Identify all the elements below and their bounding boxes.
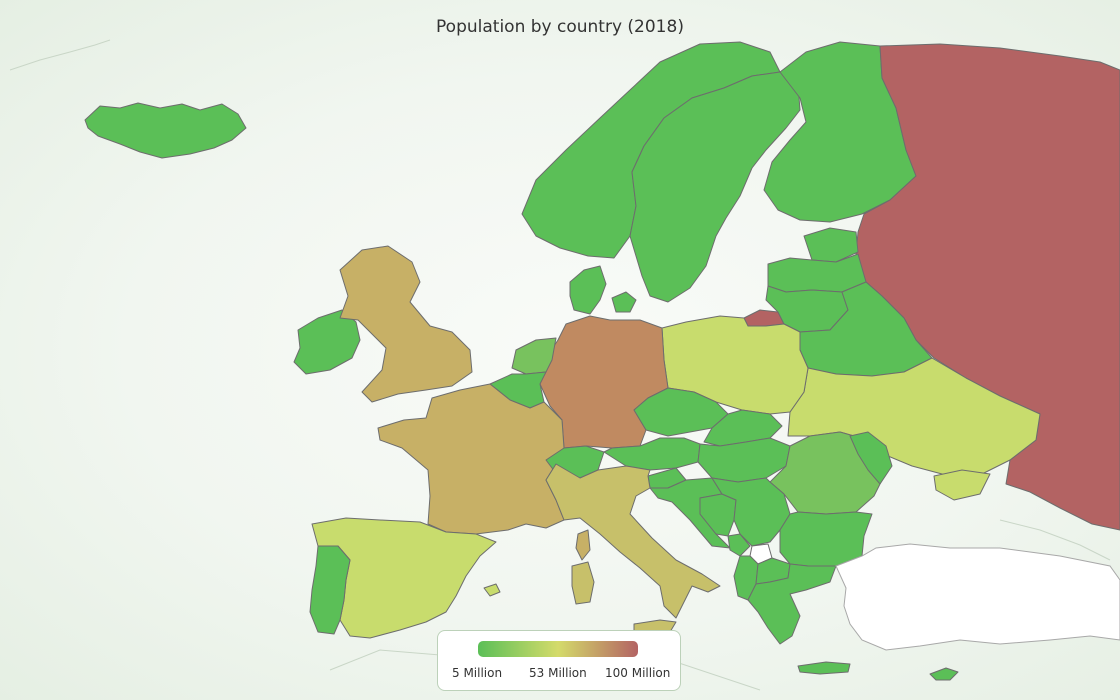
country-ireland[interactable] [293, 309, 361, 375]
country-italy-sardinia[interactable] [571, 561, 595, 605]
country-iceland[interactable] [84, 102, 247, 159]
country-denmark-islands[interactable] [611, 291, 637, 313]
country-cyprus[interactable] [929, 667, 959, 681]
country-montenegro[interactable] [727, 533, 751, 557]
country-sweden[interactable] [629, 71, 801, 303]
country-greece[interactable] [747, 563, 837, 645]
legend-label-max: 100 Million [605, 666, 671, 680]
country-slovakia[interactable] [703, 409, 783, 447]
map-title: Population by country (2018) [436, 17, 684, 37]
country-germany[interactable] [539, 315, 669, 449]
country-united-kingdom[interactable] [339, 245, 473, 403]
country-spain-balearic[interactable] [483, 583, 501, 597]
country-france-corsica[interactable] [575, 529, 591, 561]
country-turkey[interactable] [835, 543, 1120, 651]
country-greece-crete[interactable] [797, 661, 851, 675]
country-denmark[interactable] [569, 265, 607, 315]
country-italy[interactable] [545, 463, 721, 619]
legend-color-scale [478, 641, 638, 657]
color-legend: 5 Million 53 Million 100 Million [437, 630, 681, 691]
legend-label-min: 5 Million [452, 666, 503, 680]
country-moldova[interactable] [849, 431, 893, 485]
country-crimea[interactable] [933, 469, 991, 501]
caucasus-outline [999, 519, 1111, 561]
greenland-outline [9, 39, 111, 71]
country-france[interactable] [377, 383, 565, 535]
legend-label-mid: 53 Million [529, 666, 587, 680]
country-netherlands[interactable] [511, 337, 557, 375]
country-portugal[interactable] [309, 545, 351, 635]
